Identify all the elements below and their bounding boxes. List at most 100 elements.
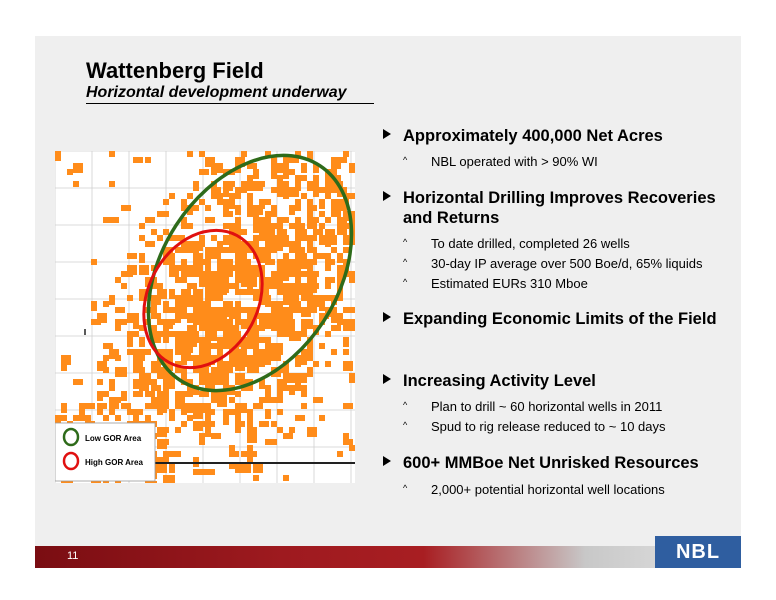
acreage-block <box>349 271 355 281</box>
acreage-block <box>277 265 287 271</box>
acreage-block <box>175 295 181 301</box>
acreage-block <box>133 355 139 361</box>
acreage-block <box>187 403 197 413</box>
acreage-block <box>223 367 233 373</box>
acreage-block <box>259 379 265 389</box>
acreage-block <box>217 283 223 289</box>
acreage-blocks <box>55 151 355 483</box>
acreage-block <box>193 253 203 263</box>
sub-bullet-text: NBL operated with > 90% WI <box>431 154 598 169</box>
acreage-block <box>199 151 205 157</box>
acreage-block <box>307 427 317 437</box>
acreage-block <box>295 385 305 391</box>
acreage-block <box>247 451 257 457</box>
acreage-block <box>235 349 241 359</box>
acreage-block <box>139 235 145 241</box>
acreage-block <box>109 151 115 157</box>
acreage-block <box>241 343 247 349</box>
acreage-block <box>343 439 353 445</box>
acreage-block <box>133 313 139 319</box>
acreage-block <box>199 439 205 445</box>
acreage-block <box>205 157 215 167</box>
acreage-block <box>247 427 257 433</box>
acreage-block <box>241 307 247 313</box>
acreage-block <box>229 313 235 319</box>
acreage-block <box>199 355 205 361</box>
acreage-block <box>127 331 133 337</box>
acreage-block <box>205 301 211 311</box>
acreage-block <box>337 451 343 457</box>
acreage-block <box>241 253 247 259</box>
acreage-block <box>199 277 205 287</box>
acreage-block <box>271 421 277 427</box>
acreage-block <box>277 385 283 391</box>
acreage-block <box>205 289 211 295</box>
acreage-block <box>337 277 343 287</box>
acreage-block <box>223 265 233 271</box>
acreage-block <box>259 235 265 241</box>
acreage-block <box>181 223 187 229</box>
acreage-block <box>199 379 209 385</box>
acreage-block <box>241 451 247 457</box>
acreage-block <box>193 421 203 431</box>
small-caret-icon: ^ <box>403 277 408 287</box>
acreage-block <box>235 427 241 433</box>
acreage-block <box>169 259 175 265</box>
acreage-block <box>337 229 347 235</box>
acreage-block <box>307 349 313 355</box>
acreage-block <box>307 247 317 253</box>
acreage-block <box>157 283 163 293</box>
acreage-block <box>127 337 133 347</box>
acreage-block <box>157 403 167 413</box>
acreage-block <box>193 355 203 365</box>
acreage-block <box>139 349 145 359</box>
acreage-block <box>169 289 175 299</box>
acreage-block <box>259 253 269 263</box>
acreage-block <box>151 295 161 305</box>
acreage-block <box>145 217 155 223</box>
acreage-block <box>205 337 211 347</box>
acreage-block <box>133 331 139 337</box>
acreage-block <box>307 319 313 329</box>
acreage-block <box>253 235 259 241</box>
acreage-block <box>283 325 289 335</box>
acreage-block <box>145 277 151 287</box>
acreage-block <box>325 331 331 337</box>
acreage-block <box>283 385 293 391</box>
acreage-block <box>139 325 145 331</box>
acreage-block <box>163 373 173 379</box>
acreage-block <box>235 337 241 347</box>
acreage-block <box>223 259 233 269</box>
acreage-block <box>205 253 211 263</box>
acreage-block <box>55 151 61 161</box>
acreage-block <box>301 163 307 173</box>
acreage-block <box>235 463 241 473</box>
acreage-block <box>271 355 281 361</box>
acreage-block <box>175 403 181 409</box>
acreage-block <box>265 259 275 265</box>
acreage-block <box>157 289 167 299</box>
acreage-block <box>241 265 247 275</box>
acreage-block <box>91 319 101 325</box>
acreage-block <box>235 259 241 265</box>
acreage-block <box>307 283 317 293</box>
acreage-block <box>163 385 169 391</box>
acreage-block <box>253 331 259 341</box>
acreage-block <box>307 199 313 209</box>
acreage-block <box>211 307 217 317</box>
acreage-block <box>229 265 235 271</box>
acreage-block <box>253 271 263 277</box>
triangle-right-icon <box>383 456 391 466</box>
acreage-block <box>211 271 221 277</box>
acreage-block <box>265 397 271 403</box>
acreage-block <box>181 349 191 355</box>
acreage-block <box>343 223 349 229</box>
sub-bullet-text: 30-day IP average over 500 Boe/d, 65% li… <box>431 256 703 271</box>
acreage-block <box>193 247 199 253</box>
acreage-block <box>313 301 319 307</box>
acreage-block <box>229 247 235 253</box>
acreage-block <box>187 283 197 289</box>
acreage-block <box>91 259 97 265</box>
acreage-block <box>217 319 227 325</box>
acreage-block <box>247 409 253 419</box>
